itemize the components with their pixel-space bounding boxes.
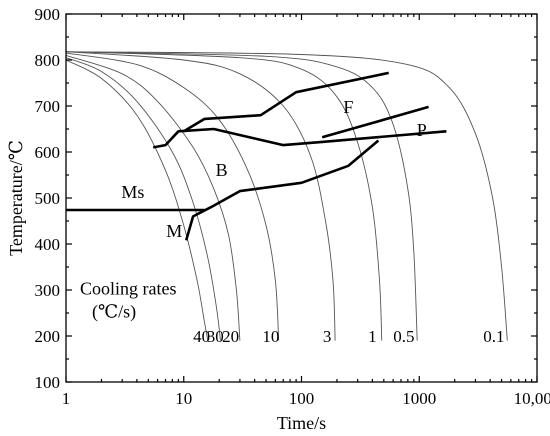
cooling-curve-1 — [65, 51, 383, 341]
x-tick-label: 10 — [175, 389, 192, 408]
cooling-rate-label: 0.5 — [393, 327, 414, 346]
transformation-line-1 — [183, 71, 389, 133]
region-label-ms: Ms — [121, 182, 144, 202]
region-label-b: B — [216, 160, 228, 180]
y-axis-title: Temperature/℃ — [6, 140, 26, 256]
cooling-rate-label: 20 — [222, 327, 239, 346]
cooling-curve-3 — [65, 51, 336, 341]
x-tick-label: 100 — [289, 389, 315, 408]
cooling-curve-40 — [65, 59, 209, 341]
transformation-lines — [66, 71, 447, 241]
cooling-rates-unit: (℃/s) — [92, 302, 136, 323]
cooling-rate-label: 3 — [323, 327, 332, 346]
cooling-curve-10 — [65, 52, 280, 341]
transformation-line-4 — [184, 139, 380, 241]
cooling-curve-20 — [65, 54, 241, 341]
x-tick-label: 1000 — [402, 389, 436, 408]
transformation-line-2 — [152, 127, 447, 149]
x-tick-label: 10,000 — [514, 389, 550, 408]
y-tick-label: 700 — [35, 97, 61, 116]
x-tick-label: 1 — [62, 389, 71, 408]
cooling-rate-label: 40 — [193, 327, 210, 346]
y-tick-label: 100 — [35, 373, 61, 392]
region-label-p: P — [417, 120, 427, 140]
cooling-curve-0-1 — [65, 51, 508, 341]
y-tick-label: 600 — [35, 143, 61, 162]
cooling-rate-label: 10 — [262, 327, 279, 346]
axis-ticks — [65, 13, 538, 383]
region-label-m: M — [166, 221, 182, 241]
transformation-line-3 — [321, 105, 429, 139]
cooling-curves — [65, 51, 508, 341]
cooling-curve-0-5 — [65, 51, 418, 341]
cooling-curve-30 — [65, 57, 221, 341]
cooling-rate-label: 1 — [368, 327, 377, 346]
cooling-rate-label: 30 — [207, 327, 224, 346]
y-tick-label: 400 — [35, 235, 61, 254]
cooling-rate-label: 0.1 — [483, 327, 504, 346]
y-tick-label: 800 — [35, 51, 61, 70]
x-axis-title: Time/s — [277, 413, 326, 433]
y-tick-label: 500 — [35, 189, 61, 208]
y-tick-label: 900 — [35, 5, 61, 24]
y-tick-label: 300 — [35, 281, 61, 300]
region-label-f: F — [343, 97, 353, 117]
labels: 1 10 100 1000 10,000 100 200 300 400 500 600 700 800… — [35, 5, 550, 408]
y-tick-label: 200 — [35, 327, 61, 346]
cooling-rates-caption: Cooling rates — [80, 279, 177, 299]
